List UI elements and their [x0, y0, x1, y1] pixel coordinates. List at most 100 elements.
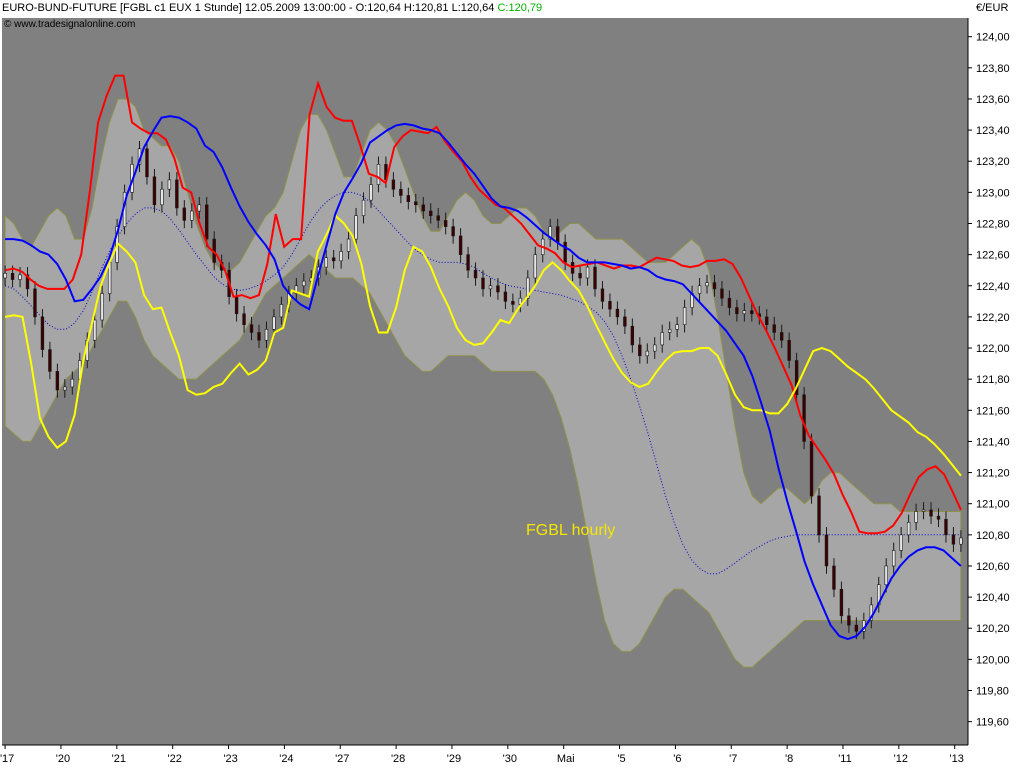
candle-body: [436, 215, 440, 221]
candle-body: [145, 148, 149, 178]
candle-body: [70, 378, 75, 388]
candle-body: [817, 495, 821, 536]
candle-body: [257, 332, 261, 341]
candle-body: [414, 201, 418, 206]
y-tick-label: 123,40: [976, 125, 1010, 137]
chart-annotation: FGBL hourly: [526, 522, 616, 539]
candle-body: [324, 257, 328, 268]
candle-body: [63, 386, 67, 391]
x-tick-label: '20: [56, 753, 70, 765]
x-tick-label: '27: [335, 753, 349, 765]
candle-body: [914, 511, 918, 523]
candle-body: [742, 310, 747, 315]
x-tick-label: '13: [950, 753, 964, 765]
header-instrument: EURO-BUND-FUTURE: [2, 2, 117, 14]
y-tick-label: 121,20: [976, 468, 1010, 480]
candle-body: [869, 604, 873, 621]
candle-body: [630, 325, 635, 346]
band-center-dotted-line: [4, 191, 961, 575]
candle-body: [779, 332, 784, 341]
candle-body: [160, 188, 164, 206]
candle-body: [458, 235, 463, 255]
candle-body: [406, 195, 411, 202]
candle-body: [421, 204, 425, 212]
candle-body: [548, 226, 552, 240]
x-tick-label: '22: [168, 753, 182, 765]
candle-body: [765, 316, 769, 325]
plot-area: [2, 18, 968, 745]
candle-body: [563, 241, 567, 263]
y-tick-label: 120,80: [976, 530, 1010, 542]
candle-body: [167, 179, 172, 190]
candle-body: [451, 226, 455, 237]
candle-body: [33, 288, 37, 318]
candle-body: [921, 509, 926, 512]
candle-body: [175, 179, 179, 209]
bollinger-band: [4, 98, 962, 668]
y-tick-label: 120,00: [976, 654, 1010, 666]
candle-body: [809, 441, 814, 497]
y-tick-label: 123,80: [976, 63, 1010, 75]
candle-body: [772, 324, 776, 333]
candle-body: [839, 589, 844, 617]
y-tick-label: 123,00: [976, 187, 1010, 199]
candle-body: [936, 515, 941, 520]
candle-body: [346, 238, 351, 252]
x-tick-label: '29: [447, 753, 461, 765]
candle-body: [339, 251, 343, 262]
candle-body: [682, 307, 687, 325]
candle-body: [369, 184, 373, 201]
candle-body: [705, 282, 709, 287]
candle-body: [608, 301, 612, 310]
candle-body: [899, 534, 903, 551]
candle-body: [279, 304, 284, 318]
x-tick-label: '28: [391, 753, 405, 765]
candle-body: [376, 164, 381, 185]
candle-body: [697, 285, 702, 294]
y-tick-label: 121,00: [976, 499, 1010, 511]
candle-body: [234, 296, 239, 315]
x-tick-label: '7: [729, 753, 737, 765]
y-tick-label: 121,40: [976, 436, 1010, 448]
y-tick-label: 121,80: [976, 374, 1010, 386]
candle-body: [959, 537, 963, 545]
y-tick-label: 122,80: [976, 218, 1010, 230]
candle-body: [653, 344, 657, 352]
candle-body: [496, 285, 500, 293]
x-tick-label: '5: [617, 753, 625, 765]
x-tick-label: '23: [223, 753, 237, 765]
y-tick-label: 122,40: [976, 281, 1010, 293]
candle-body: [891, 550, 896, 567]
y-tick-label: 119,80: [976, 686, 1009, 698]
x-tick-label: '17: [0, 753, 14, 765]
candle-body: [40, 316, 45, 350]
candle-body: [197, 204, 201, 212]
candle-body: [884, 565, 888, 585]
x-tick-label: '12: [894, 753, 908, 765]
candle-body: [391, 179, 396, 190]
candle-body: [361, 199, 366, 217]
candle-body: [906, 522, 911, 536]
mid-channel-line: [5, 115, 962, 641]
y-tick-label: 119,60: [976, 717, 1009, 729]
header-close-value: C:120,79: [497, 2, 543, 14]
candle-body: [645, 350, 649, 357]
y-tick-label: 122,20: [976, 312, 1010, 324]
y-axis-unit: €/EUR: [976, 2, 1009, 14]
candle-body: [331, 257, 336, 262]
y-tick-label: 122,00: [976, 343, 1010, 355]
candle-body: [824, 534, 829, 567]
candle-body: [190, 210, 194, 221]
candle-body: [951, 534, 956, 545]
candle-body: [720, 288, 724, 299]
candle-body: [578, 273, 582, 279]
y-tick-label: 120,60: [976, 561, 1010, 573]
y-tick-label: 120,40: [976, 592, 1010, 604]
candle-body: [638, 344, 642, 357]
candle-body: [205, 204, 209, 240]
candle-body: [660, 332, 664, 346]
lower-channel-line: [4, 214, 962, 477]
candle-body: [929, 509, 933, 517]
